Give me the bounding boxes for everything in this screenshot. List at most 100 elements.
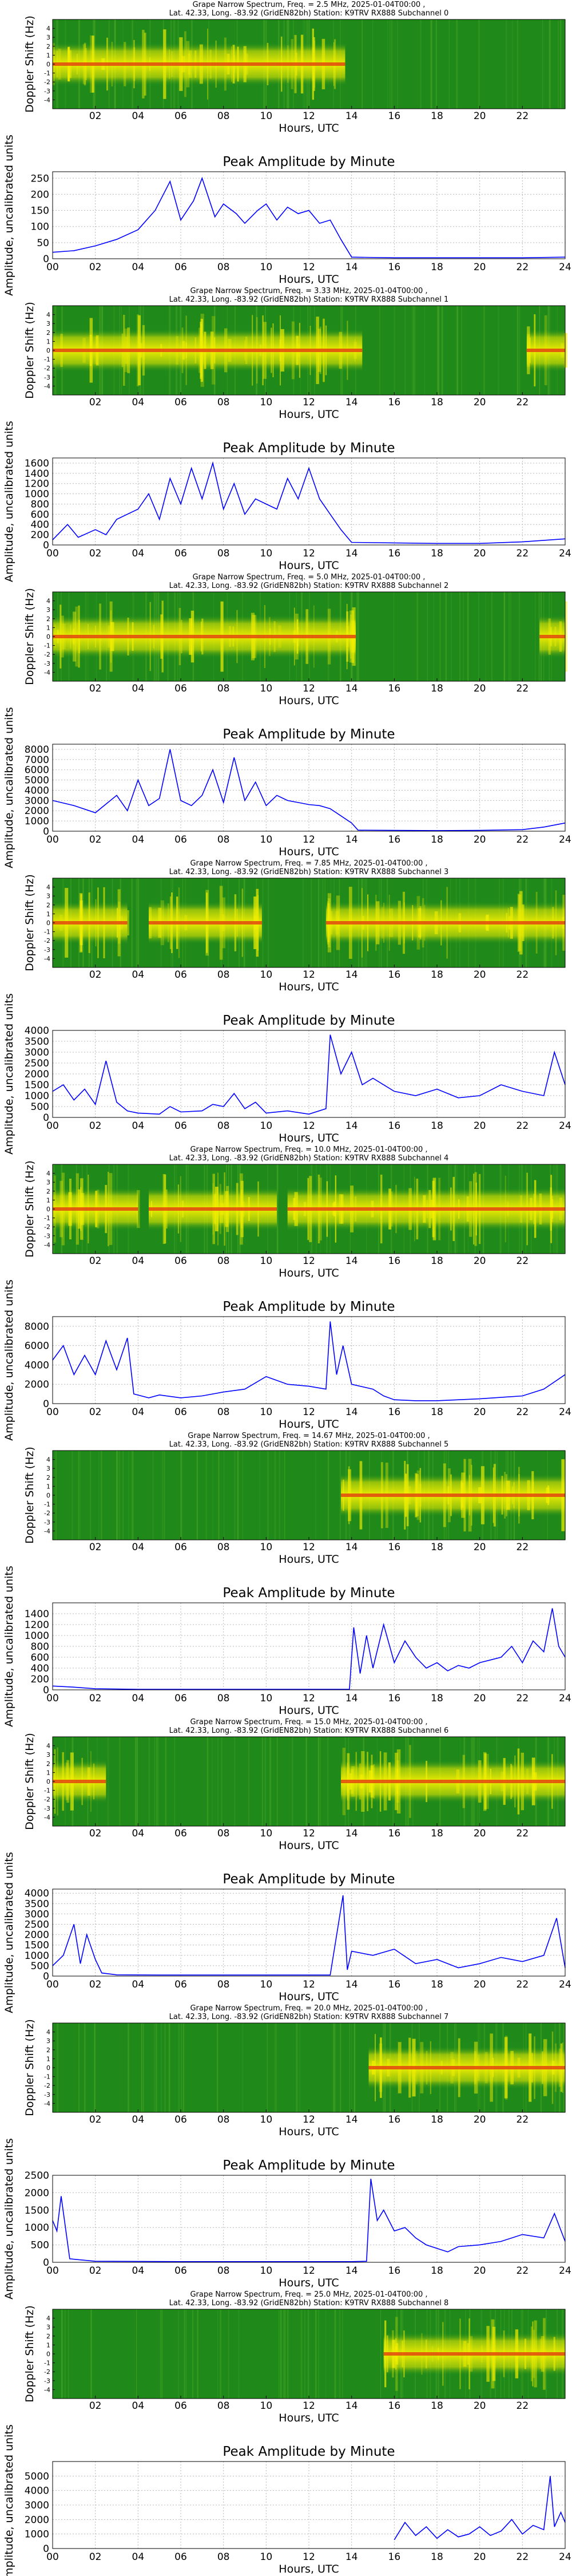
- amplitude-xtick-label: 22: [517, 1693, 529, 1704]
- spectrogram-xlabel: Hours, UTC: [279, 981, 339, 993]
- spectrogram-streak: [427, 592, 428, 681]
- spectrogram-streak: [456, 19, 458, 109]
- spectrogram-ytick-label: 2: [46, 1760, 50, 1768]
- amplitude-xtick-label: 04: [132, 834, 145, 846]
- amplitude-xtick-label: 16: [388, 262, 401, 273]
- spectrogram-xtick-label: 06: [174, 683, 187, 694]
- amplitude-xtick-label: 22: [517, 262, 529, 273]
- spectrogram-xtick-label: 20: [474, 1255, 486, 1267]
- spectrogram-streak: [512, 19, 513, 109]
- spectrogram-ytick-label: 2: [46, 2333, 50, 2340]
- spectrogram-streak: [90, 2309, 92, 2399]
- amplitude-xtick-label: 12: [303, 262, 315, 273]
- spectrogram-streak: [284, 1451, 285, 1540]
- spectrogram-carrier-line: [149, 1207, 277, 1211]
- spectrogram-streak: [78, 1451, 80, 1540]
- spectrogram-ytick-label: -4: [44, 669, 50, 676]
- amplitude-ytick-label: 800: [31, 1641, 49, 1653]
- spectrogram-streak: [354, 2023, 355, 2112]
- amplitude-xtick-label: 14: [345, 262, 358, 273]
- spectrogram-ytick-label: 0: [46, 61, 50, 68]
- amplitude-xtick-label: 00: [46, 1979, 59, 1990]
- spectrogram-xtick-label: 18: [431, 2400, 443, 2412]
- spectrogram-xlabel: Hours, UTC: [279, 694, 339, 707]
- spectrogram-ytick-label: 1: [46, 1196, 50, 1204]
- amplitude-ytick-label: 3500: [25, 1036, 49, 1048]
- spectrogram-xtick-label: 18: [431, 110, 443, 122]
- amplitude-xtick-label: 20: [474, 1693, 486, 1704]
- amplitude-xtick-label: 24: [559, 2551, 571, 2563]
- spectrogram-streak: [197, 2309, 198, 2399]
- spectrogram-carrier-line: [368, 2066, 565, 2069]
- spectrogram-streak: [278, 2309, 280, 2399]
- spectrogram-streak: [57, 2023, 59, 2112]
- amplitude-xtick-label: 12: [303, 1979, 315, 1990]
- spectrogram-ytick-label: 0: [46, 2350, 50, 2358]
- spectrogram-streak: [430, 19, 432, 109]
- spectrogram-streak: [161, 2023, 162, 2112]
- spectrogram-streak: [72, 1451, 73, 1540]
- spectrogram-streak: [270, 1737, 272, 1826]
- spectrogram-ytick-label: 1: [46, 2341, 50, 2349]
- amplitude-xtick-label: 08: [217, 1120, 230, 1132]
- spectrogram-carrier-line: [325, 921, 565, 924]
- spectrogram-streak: [118, 1451, 120, 1540]
- spectrogram-streak: [461, 306, 462, 395]
- amplitude-ytick-label: 1600: [25, 458, 49, 469]
- spectrogram-xtick-label: 16: [388, 1255, 401, 1267]
- amplitude-title: Peak Amplitude by Minute: [223, 1299, 395, 1314]
- spectrogram-ytick-label: -3: [44, 660, 50, 667]
- amplitude-ytick-label: 1200: [25, 479, 49, 490]
- spectrogram-streak: [61, 2309, 62, 2399]
- amplitude-title: Peak Amplitude by Minute: [223, 441, 395, 456]
- spectrogram-streak: [218, 1451, 220, 1540]
- subchannel-3-panel: Grape Narrow Spectrum, Freq. = 7.85 MHz,…: [3, 859, 571, 1155]
- spectrogram-streak: [101, 1451, 102, 1540]
- amplitude-xtick-label: 24: [559, 2265, 571, 2277]
- amplitude-xtick-label: 02: [89, 262, 102, 273]
- amplitude-ytick-label: 150: [31, 206, 49, 217]
- subchannel-2-panel: Grape Narrow Spectrum, Freq. = 5.0 MHz, …: [3, 573, 571, 868]
- spectrogram-streak: [542, 19, 543, 109]
- spectrogram-streak: [353, 2023, 356, 2112]
- spectrogram-streak: [212, 1451, 213, 1540]
- spectrogram-ytick-label: -4: [44, 382, 50, 390]
- amplitude-ytick-label: 5000: [25, 2471, 49, 2482]
- spectrogram-ytick-label: -4: [44, 1527, 50, 1535]
- amplitude-title: Peak Amplitude by Minute: [223, 1013, 395, 1028]
- spectrogram-ytick-label: -1: [44, 929, 50, 936]
- amplitude-xtick-label: 16: [388, 1120, 401, 1132]
- amplitude-xtick-label: 04: [132, 1693, 145, 1704]
- spectrogram-streak: [311, 878, 312, 967]
- spectrogram-ylabel: Doppler Shift (Hz): [23, 15, 36, 113]
- amplitude-series-line: [52, 461, 566, 544]
- spectrogram-xtick-label: 10: [260, 1828, 273, 1839]
- amplitude-xtick-label: 18: [431, 2265, 443, 2277]
- spectrogram-xtick-label: 06: [174, 969, 187, 981]
- spectrogram-streak: [518, 592, 521, 681]
- spectrogram-xtick-label: 02: [89, 2114, 102, 2125]
- spectrogram-xtick-label: 16: [388, 683, 401, 694]
- spectrogram-streak: [78, 2023, 80, 2112]
- amplitude-xtick-label: 06: [174, 548, 187, 559]
- amplitude-xtick-label: 08: [217, 2265, 230, 2277]
- spectrogram-streak: [141, 2023, 142, 2112]
- amplitude-xtick-label: 12: [303, 1120, 315, 1132]
- spectrogram-ytick-label: 0: [46, 2064, 50, 2072]
- spectrogram-ytick-label: 1: [46, 1483, 50, 1490]
- amplitude-xtick-label: 10: [260, 834, 273, 846]
- spectrogram-xtick-label: 12: [303, 1542, 315, 1553]
- amplitude-ytick-label: 0: [43, 826, 49, 837]
- spectrogram-ytick-label: -3: [44, 2377, 50, 2385]
- amplitude-frame: [52, 744, 566, 832]
- subchannel-8-panel: Grape Narrow Spectrum, Freq. = 25.0 MHz,…: [3, 2290, 571, 2576]
- spectrogram-ytick-label: -4: [44, 96, 50, 104]
- spectrogram-streak: [119, 1737, 121, 1826]
- amplitude-ytick-label: 3000: [25, 795, 49, 807]
- amplitude-ytick-label: 1000: [25, 1950, 49, 1962]
- amplitude-xtick-label: 10: [260, 2551, 273, 2563]
- spectrogram-streak: [164, 1451, 165, 1540]
- amplitude-xtick-label: 10: [260, 1406, 273, 1418]
- spectrogram-xtick-label: 02: [89, 683, 102, 694]
- spectrogram-streak: [456, 306, 459, 395]
